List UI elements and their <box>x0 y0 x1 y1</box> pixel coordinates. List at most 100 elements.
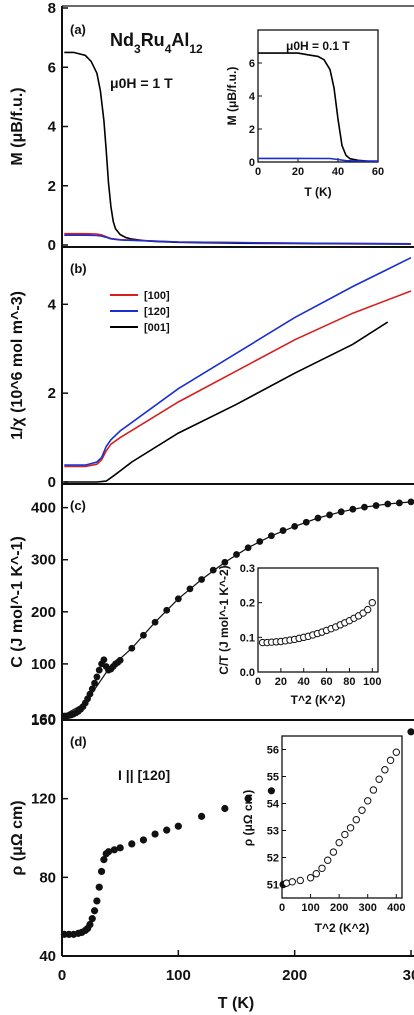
panel-c-inset-xtick-label: 20 <box>275 676 287 688</box>
panel-b-ytick-label: 2 <box>48 385 56 402</box>
panel-b-series-line <box>64 256 412 466</box>
panel-d-inset-frame <box>281 735 403 899</box>
panel-c-ytick-label: 200 <box>31 604 56 621</box>
panel-d-inset-point <box>346 824 355 832</box>
panel-c-ytick-label: 400 <box>31 500 56 517</box>
panel-d-inset-point <box>324 856 332 864</box>
panel-d-inset-ytick-label: 53 <box>267 826 279 838</box>
panel-c-point <box>116 656 124 664</box>
panel-d-inset-ylabel: ρ (μΩ cm) <box>241 790 255 846</box>
panel-d-xlabel: T (K) <box>218 995 254 1012</box>
panel-a-inset-series-line <box>258 52 378 162</box>
panel-b-ytick-label: 0 <box>48 474 56 491</box>
panel-a-inset-xtick-label: 20 <box>292 166 304 178</box>
panel-d-point <box>407 728 414 736</box>
panel-a-inset-xtick-label: 60 <box>372 166 384 178</box>
panel-b-legend-label: [100] <box>144 290 170 302</box>
panel-c-point <box>88 685 96 693</box>
panel-c-point <box>221 558 229 566</box>
panel-c-point <box>93 673 101 681</box>
panel-c-inset-point <box>364 605 372 614</box>
panel-c-point <box>95 666 103 674</box>
panel-d-label: (d) <box>70 734 87 749</box>
panel-d-inset-point <box>329 848 338 856</box>
panel-c-inset-point <box>368 598 376 607</box>
panel-d-inset-point <box>341 830 349 839</box>
panel-c-point <box>279 527 287 534</box>
panel-b-label: (b) <box>70 261 87 276</box>
panel-a-inset-ytick-label: 4 <box>249 91 256 103</box>
panel-a-inset-ylabel: M (μB/f.u.) <box>225 67 239 126</box>
panel-d-point <box>244 795 252 803</box>
panel-d-point <box>128 840 136 848</box>
panel-c-ytick-label: 300 <box>31 552 56 569</box>
panel-d-inset-point <box>352 816 360 824</box>
panel-d-point <box>86 920 94 929</box>
panel-c-point <box>268 532 275 540</box>
panel-d-inset-point <box>392 748 400 756</box>
panel-d-inset-point <box>386 756 395 764</box>
panel-d-inset-point <box>335 838 343 847</box>
panel-d-point <box>163 826 171 834</box>
panel-c-point <box>395 499 403 507</box>
panel-d-point <box>151 830 159 838</box>
panel-c-point <box>186 585 194 593</box>
panel-a-inset-xtick-label: 40 <box>332 166 344 178</box>
panel-d-point <box>198 812 206 820</box>
panel-a-inset-series-line <box>258 157 379 162</box>
panel-d-inset-ytick-label: 56 <box>267 745 279 757</box>
panel-d-point <box>90 907 99 915</box>
panel-c-ytick-label: 100 <box>31 656 56 673</box>
panel-d-point <box>95 883 103 891</box>
panel-c-ylabel: C (J mol^-1 K^-1) <box>9 536 26 668</box>
panel-c-inset-xtick-label: 100 <box>363 676 381 688</box>
panel-c-inset-xtick-label: 40 <box>298 676 310 688</box>
panel-a-series-line <box>64 234 412 245</box>
panel-c-inset-ytick-label: 0.3 <box>240 563 255 575</box>
panel-c-inset-ytick-label: 0.0 <box>240 667 255 679</box>
panel-a-inset-frame <box>257 29 379 163</box>
panel-d-inset-point <box>318 864 326 872</box>
panel-a-ytick-label: 2 <box>48 178 56 195</box>
panel-d-inset-point <box>358 806 366 814</box>
panel-d-ylabel: ρ (μΩ cm) <box>9 800 26 875</box>
panel-d-point <box>100 856 108 864</box>
panel-d-point <box>267 787 275 795</box>
panel-d-inset-point <box>288 878 296 886</box>
panel-c-inset-ytick-label: 0.2 <box>240 598 255 610</box>
panel-d-inset-ytick-label: 55 <box>267 772 279 784</box>
panel-c-inset-ytick-label: 0.1 <box>240 632 255 644</box>
panel-d-point <box>93 897 101 905</box>
panel-d-point <box>88 915 96 923</box>
panel-d-point <box>116 844 124 852</box>
panel-c-point <box>86 690 94 698</box>
panel-c-point <box>326 511 333 519</box>
panel-c-label: (c) <box>70 498 86 513</box>
panel-d-inset-point <box>364 797 372 805</box>
panel-d-inset-xtick-label: 400 <box>387 902 405 914</box>
panel-d-inset-point <box>296 876 304 885</box>
panel-b-ylabel: 1/χ (10^6 mol m^-3) <box>9 291 26 440</box>
panel-c-ytick-label: 160 <box>31 711 56 728</box>
panel-a-inset-ytick-label: 2 <box>249 124 255 136</box>
panel-c-point <box>91 679 98 687</box>
panel-a-field-annotation: μ0H = 1 T <box>110 75 173 91</box>
panel-c-point <box>337 508 345 516</box>
panel-d-inset-ytick-label: 51 <box>267 880 279 892</box>
panel-d-point <box>104 848 113 856</box>
panel-a-inset-xlabel: T (K) <box>304 185 331 199</box>
panel-c-point <box>140 631 147 639</box>
panel-a-inset-ytick-label: 0 <box>249 157 255 169</box>
panel-d-point <box>139 836 148 844</box>
panel-b-series-line <box>64 290 412 468</box>
panel-d-xtick-label: 200 <box>282 967 307 984</box>
panel-c-point <box>233 551 240 558</box>
panel-d-ytick-label: 160 <box>31 712 56 729</box>
panel-c-point <box>256 538 264 545</box>
panel-b-legend-label: [001] <box>144 322 170 334</box>
panel-d-xtick-label: 30 <box>403 967 414 984</box>
panel-b-series-line <box>64 321 389 483</box>
panel-c-point <box>151 618 159 626</box>
panel-d-inset-ytick-label: 54 <box>267 799 280 811</box>
panel-a-inset-annotation: μ0H = 0.1 T <box>286 39 350 53</box>
